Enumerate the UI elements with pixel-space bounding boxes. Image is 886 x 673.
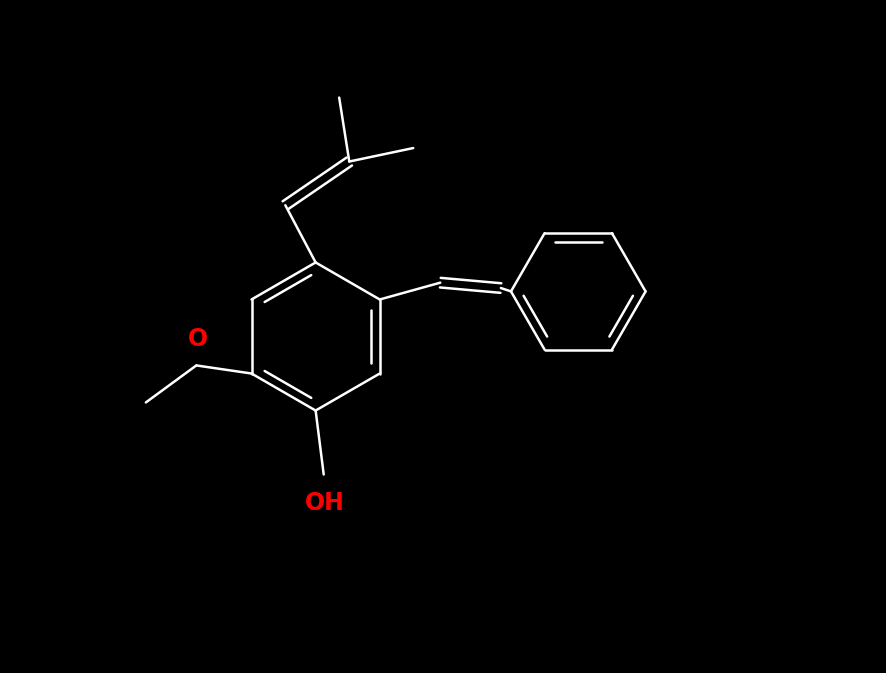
Text: O: O <box>188 326 208 351</box>
Text: OH: OH <box>305 491 345 516</box>
